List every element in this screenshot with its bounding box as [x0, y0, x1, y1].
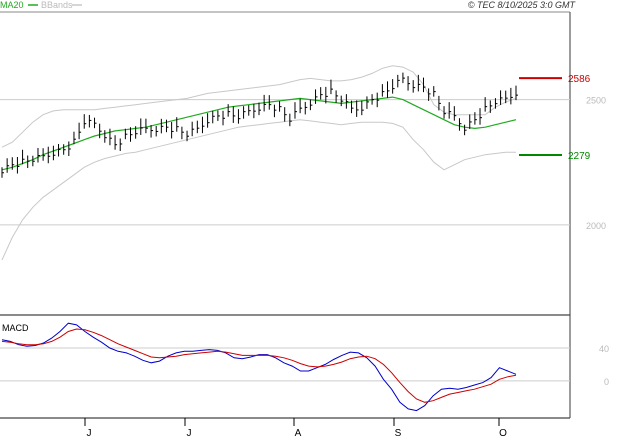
macd-y-tick-label: 40: [599, 344, 609, 354]
support-level-label: 2279: [568, 151, 591, 162]
macd-lines: [1, 322, 517, 412]
macd-y-axis-ticks: 40 0: [599, 344, 609, 387]
copyright-text: © TEC 8/10/2025 3:0 GMT: [468, 0, 577, 10]
x-axis-tick-label: A: [295, 428, 302, 439]
x-axis-tick-label: J: [187, 428, 192, 439]
bband-lower-line: [1, 119, 516, 261]
price-y-axis-ticks: 2000 2500: [586, 96, 606, 231]
price-bars: [1, 72, 518, 178]
x-axis-tick-label: O: [499, 428, 507, 439]
macd-line: [1, 322, 517, 412]
ma20-legend-label: MA20: [0, 0, 24, 10]
bbands-legend-label: BBands: [41, 0, 73, 10]
macd-panel-title: MACD: [2, 323, 29, 333]
price-y-tick-label: 2500: [586, 96, 606, 106]
bband-upper-line: [1, 65, 517, 148]
support-resistance-levels: 2586 2279: [519, 74, 591, 162]
x-axis-tick-label: J: [87, 428, 92, 439]
macd-y-tick-label: 0: [604, 377, 609, 387]
x-axis-tick-label: S: [395, 428, 402, 439]
price-y-tick-label: 2000: [586, 221, 606, 231]
bollinger-bands: [1, 65, 517, 261]
macd-gridlines: [0, 347, 570, 382]
signal-line: [1, 328, 517, 403]
resistance-level-label: 2586: [568, 74, 591, 85]
